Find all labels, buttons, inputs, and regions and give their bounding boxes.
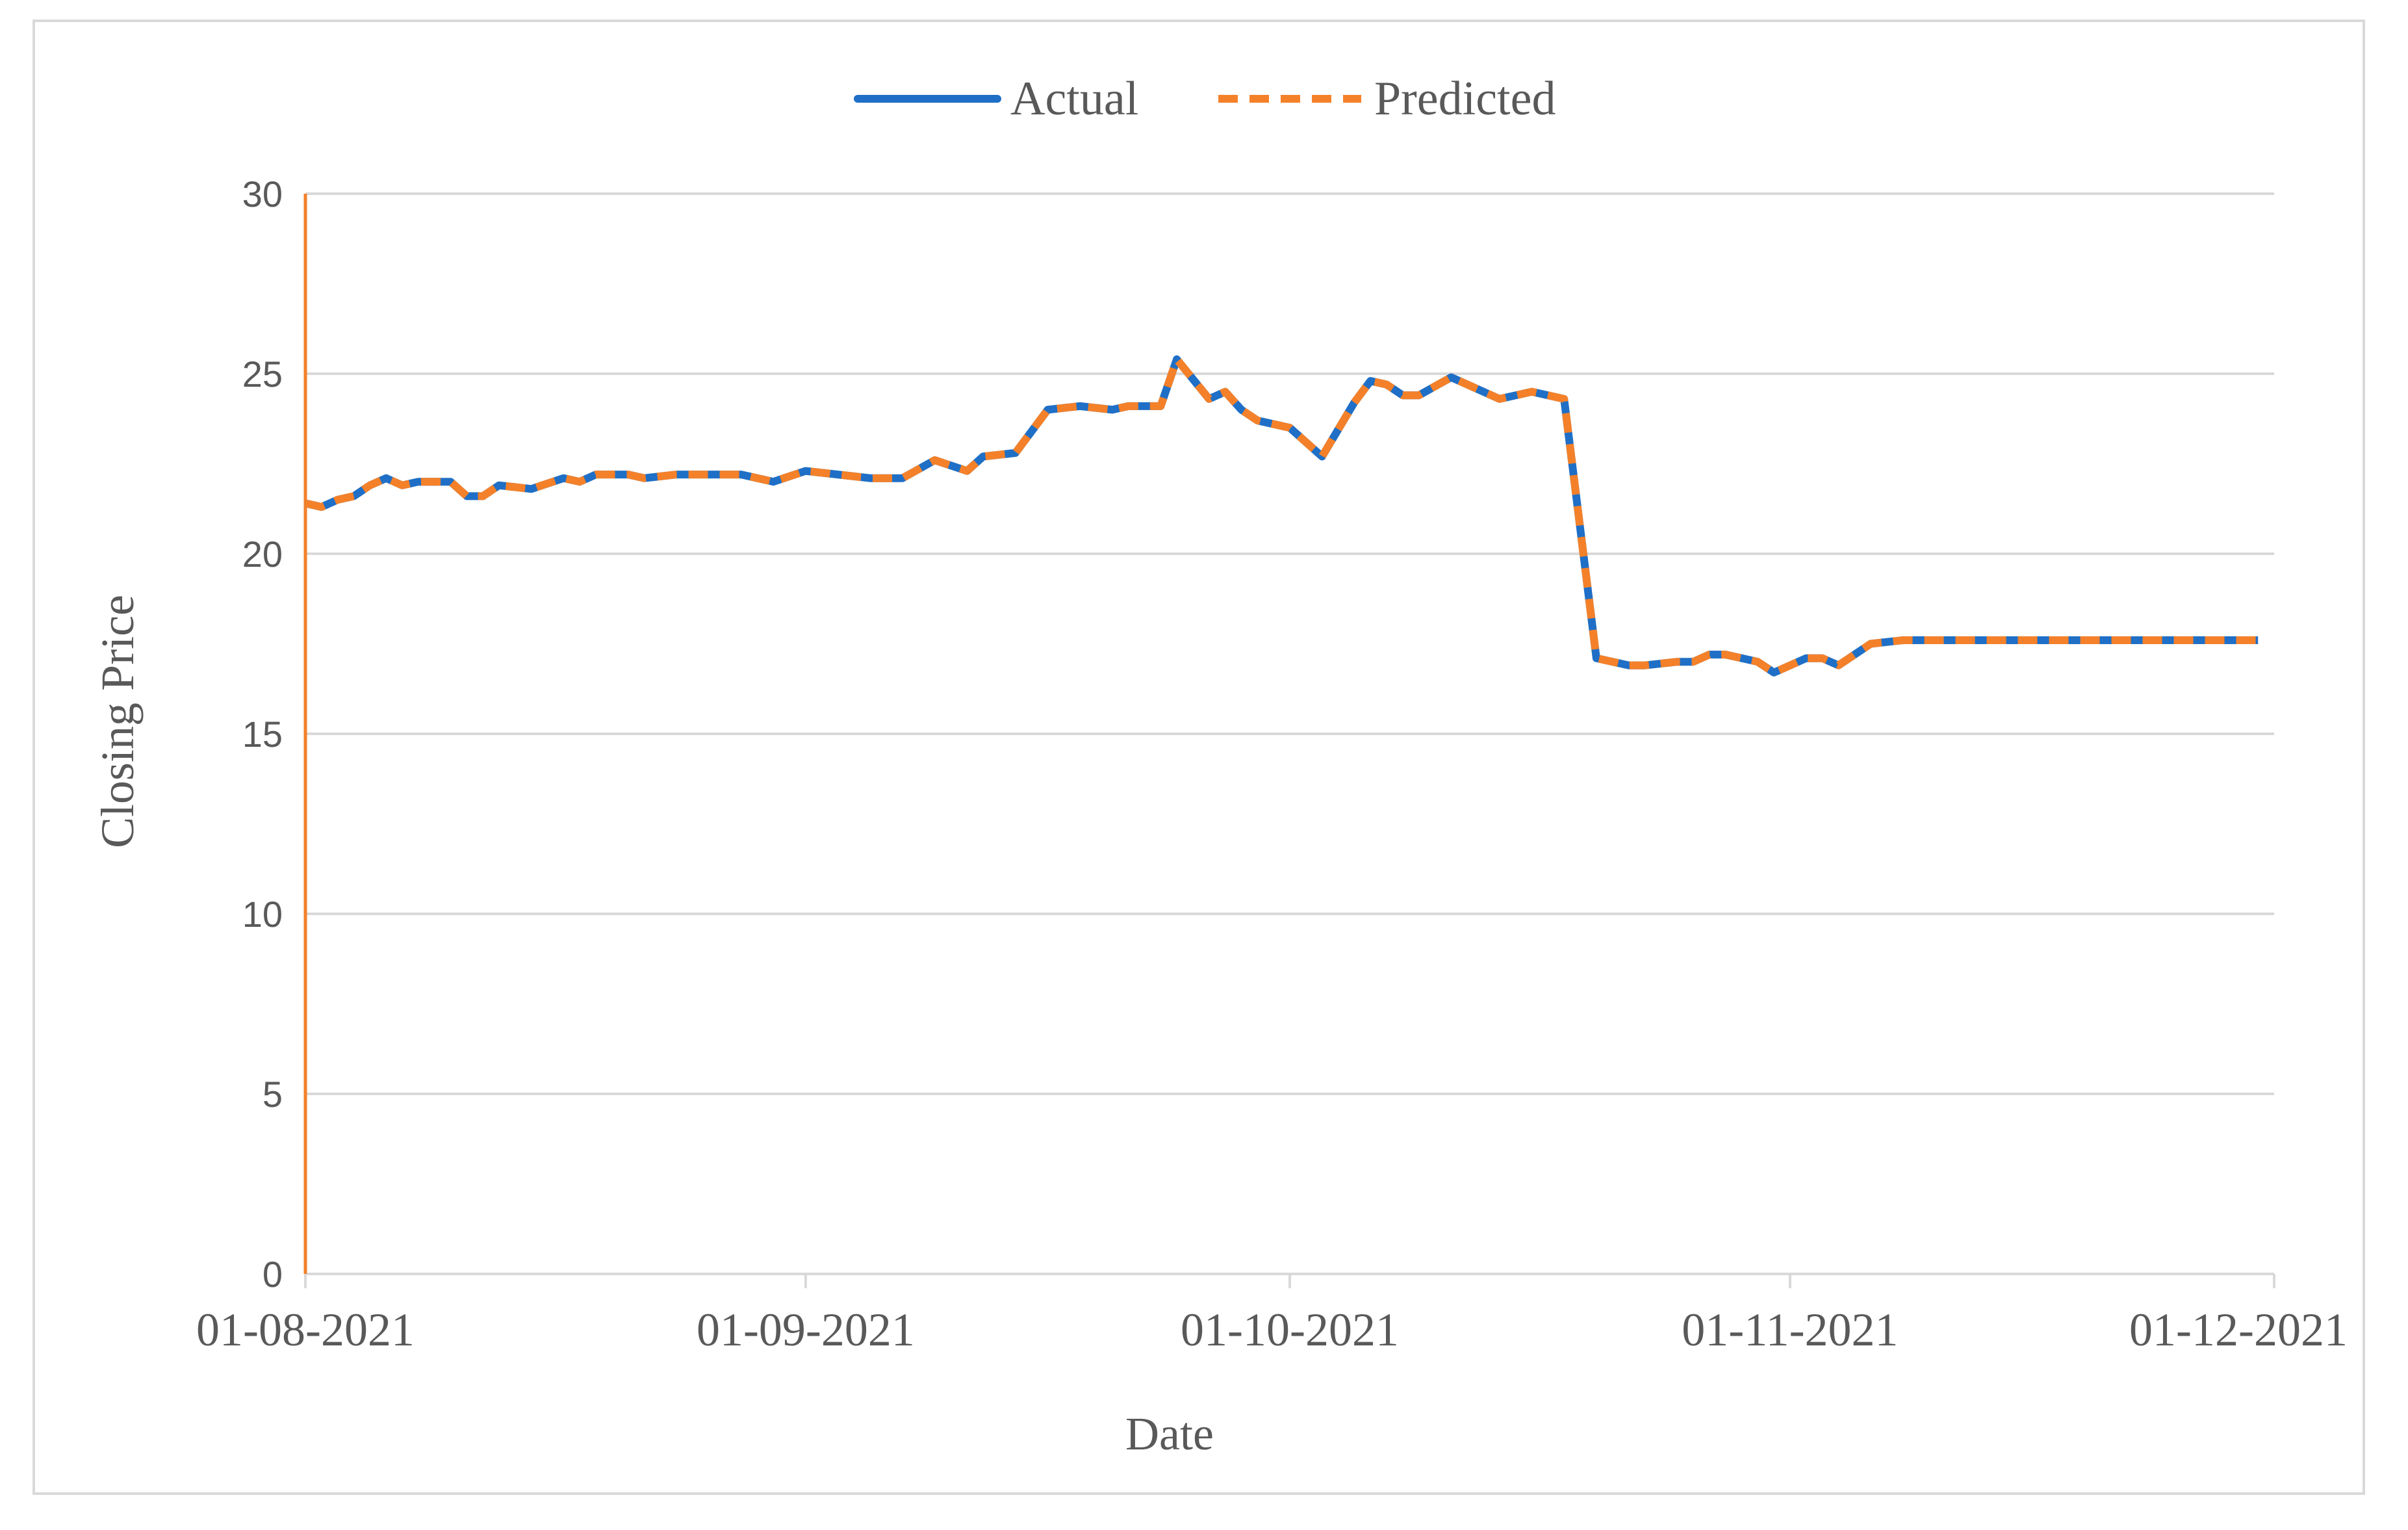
gridlines — [303, 192, 2274, 1275]
x-tick-label: 01-09-2021 — [697, 1304, 915, 1356]
x-tick-label: 01-12-2021 — [2129, 1304, 2348, 1356]
y-tick-label: 5 — [263, 1074, 283, 1115]
x-tick-labels: 01-08-2021 01-09-2021 01-10-2021 01-11-2021… — [196, 1274, 2348, 1356]
legend-actual-label: Actual — [1010, 72, 1138, 125]
legend-predicted-label: Predicted — [1374, 72, 1556, 125]
y-tick-label: 0 — [263, 1254, 283, 1295]
y-tick-label: 15 — [242, 714, 283, 755]
y-tick-labels: 0 5 10 15 20 25 30 — [242, 174, 283, 1295]
series-layer — [304, 355, 2259, 677]
actual-series-line — [304, 355, 2259, 677]
y-tick-label: 10 — [242, 894, 283, 935]
chart-frame — [32, 19, 2365, 1495]
x-tick-label: 01-10-2021 — [1181, 1304, 1399, 1356]
predicted-series-line — [304, 355, 2259, 677]
y-axis-title: Closing Price — [92, 595, 144, 848]
y-tick-label: 25 — [242, 354, 283, 395]
x-tick-label: 01-11-2021 — [1682, 1304, 1898, 1356]
x-axis-title: Date — [1125, 1408, 1214, 1460]
x-tick-label: 01-08-2021 — [196, 1304, 415, 1356]
y-tick-label: 20 — [242, 534, 283, 575]
y-tick-label: 30 — [242, 174, 283, 214]
legend: Actual Predicted — [854, 72, 1556, 125]
